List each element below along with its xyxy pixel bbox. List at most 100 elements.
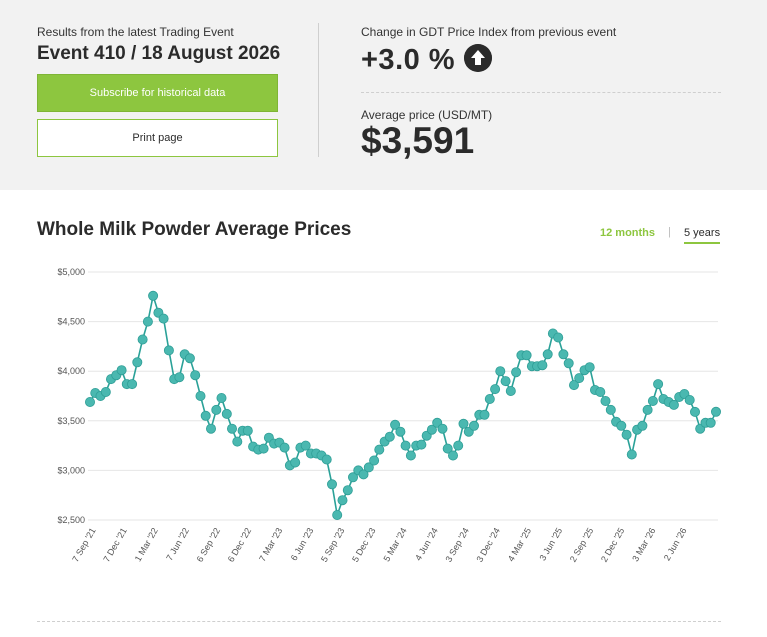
data-point — [574, 373, 585, 384]
data-point — [321, 454, 332, 465]
data-point — [684, 394, 695, 405]
data-point — [184, 353, 195, 364]
data-point — [395, 426, 406, 437]
y-tick-label: $3,500 — [57, 416, 85, 426]
data-point — [511, 367, 522, 378]
x-tick-label: 6 Dec '22 — [226, 526, 254, 564]
data-point — [453, 440, 464, 451]
header-panel: Results from the latest Trading Event Ev… — [0, 0, 767, 190]
data-point — [442, 443, 453, 454]
data-point — [553, 332, 564, 343]
x-tick-label: 7 Mar '23 — [257, 526, 284, 563]
x-tick-label: 5 Dec '23 — [350, 526, 378, 564]
x-tick-label: 3 Mar '26 — [630, 526, 657, 563]
x-tick-label: 7 Sep '21 — [70, 526, 98, 564]
data-point — [558, 349, 569, 360]
change-label: Change in GDT Price Index from previous … — [361, 25, 617, 39]
x-tick-label: 7 Dec '21 — [101, 526, 129, 564]
data-point — [653, 379, 664, 390]
data-point — [211, 404, 222, 415]
tab-5-years[interactable]: 5 years — [684, 227, 721, 244]
x-tick-label: 3 Sep '24 — [443, 526, 471, 564]
arrow-up-circle-icon — [464, 44, 492, 72]
data-point — [232, 436, 243, 447]
data-point — [584, 362, 595, 373]
data-point — [390, 419, 401, 430]
data-point — [537, 360, 548, 371]
data-point — [447, 450, 458, 461]
data-point — [226, 423, 237, 434]
data-point — [637, 420, 648, 431]
data-point — [521, 350, 532, 361]
data-point — [616, 420, 627, 431]
data-point — [300, 440, 311, 451]
x-tick-label: 7 Jun '22 — [164, 526, 191, 562]
data-point — [358, 469, 369, 480]
data-point — [174, 372, 185, 383]
data-point — [85, 396, 96, 407]
y-tick-label: $5,000 — [57, 267, 85, 277]
x-tick-label: 5 Sep '23 — [319, 526, 347, 564]
y-tick-label: $3,000 — [57, 465, 85, 475]
x-tick-label: 5 Mar '24 — [381, 526, 408, 563]
x-tick-label: 1 Mar '22 — [133, 526, 160, 563]
subscribe-button[interactable]: Subscribe for historical data — [37, 74, 278, 112]
data-point — [258, 443, 269, 454]
y-tick-label: $4,000 — [57, 366, 85, 376]
average-price-value: $3,591 — [361, 120, 475, 161]
data-point — [569, 380, 580, 391]
data-point — [100, 386, 111, 397]
x-tick-label: 4 Mar '25 — [506, 526, 533, 563]
data-point — [158, 313, 169, 324]
event-subtitle: Results from the latest Trading Event — [37, 25, 234, 39]
average-price-label: Average price (USD/MT) — [361, 108, 493, 122]
data-point — [190, 370, 201, 381]
data-point — [668, 399, 679, 410]
data-point — [221, 408, 232, 419]
x-tick-label: 2 Dec '25 — [599, 526, 627, 564]
data-point — [690, 406, 701, 417]
data-point — [279, 442, 290, 453]
data-point — [363, 462, 374, 473]
data-point — [500, 376, 511, 387]
data-point — [505, 385, 516, 396]
data-point — [484, 393, 495, 404]
data-point — [468, 420, 479, 431]
data-point — [200, 410, 211, 421]
chart-title: Whole Milk Powder Average Prices — [37, 219, 352, 240]
bottom-divider — [37, 621, 721, 622]
print-button[interactable]: Print page — [37, 119, 278, 157]
data-point — [195, 390, 206, 401]
y-tick-label: $4,500 — [57, 317, 85, 327]
data-point — [458, 418, 469, 429]
data-point — [342, 485, 353, 496]
data-point — [711, 406, 722, 417]
data-point — [400, 440, 411, 451]
data-point — [384, 431, 395, 442]
data-point — [437, 423, 448, 434]
data-point — [495, 366, 506, 377]
data-point — [369, 455, 380, 466]
data-point — [163, 345, 174, 356]
data-point — [132, 357, 143, 368]
x-tick-label: 4 Jun '24 — [413, 526, 440, 562]
tab-separator: | — [668, 226, 671, 238]
x-tick-label: 6 Sep '22 — [195, 526, 223, 564]
data-point — [205, 423, 216, 434]
tab-12-months[interactable]: 12 months — [600, 227, 656, 239]
data-point — [326, 479, 337, 490]
x-tick-label: 3 Jun '25 — [537, 526, 564, 562]
data-point — [642, 404, 653, 415]
data-point — [116, 365, 127, 376]
data-point — [374, 444, 385, 455]
data-point — [563, 358, 574, 369]
data-point — [242, 425, 253, 436]
data-point — [148, 290, 159, 301]
x-tick-label: 3 Dec '24 — [474, 526, 502, 564]
x-tick-label: 2 Jun '26 — [662, 526, 689, 562]
data-point — [605, 404, 616, 415]
data-point — [216, 392, 227, 403]
data-point — [705, 417, 716, 428]
data-point — [347, 472, 358, 483]
